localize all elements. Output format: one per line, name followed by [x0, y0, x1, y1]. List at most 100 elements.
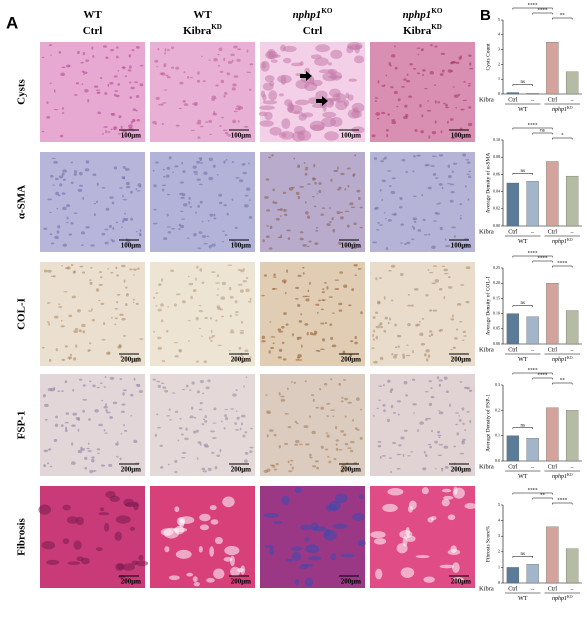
texture — [397, 345, 400, 348]
texture — [346, 467, 350, 471]
texture — [166, 226, 171, 228]
texture — [130, 415, 133, 417]
texture — [75, 344, 78, 348]
texture — [344, 415, 347, 418]
texture — [371, 347, 375, 349]
texture — [202, 80, 206, 82]
texture — [125, 181, 131, 186]
texture — [304, 168, 308, 171]
texture — [385, 247, 389, 251]
texture — [309, 456, 313, 459]
texture — [340, 400, 344, 403]
texture — [61, 358, 66, 361]
texture — [114, 90, 119, 92]
scale-label: 200μm — [121, 466, 141, 474]
texture — [220, 79, 225, 84]
texture — [95, 89, 101, 91]
texture — [116, 55, 119, 59]
texture — [464, 185, 467, 188]
x-tick-label: – — [530, 97, 535, 103]
texture — [181, 161, 184, 165]
texture — [294, 439, 300, 444]
texture — [315, 226, 318, 229]
y-axis-title: Average Density of COL-I — [484, 276, 491, 335]
texture — [248, 162, 250, 165]
texture — [390, 86, 394, 89]
texture — [422, 467, 427, 471]
texture — [173, 341, 179, 344]
texture — [338, 241, 342, 245]
texture — [77, 449, 83, 454]
texture — [55, 415, 58, 419]
texture — [198, 183, 203, 186]
texture — [233, 110, 238, 113]
texture — [426, 417, 432, 420]
texture — [339, 271, 344, 274]
texture — [269, 546, 274, 556]
group-label: nphp1KO — [552, 106, 573, 113]
significance-label: **** — [538, 374, 549, 379]
texture — [468, 83, 472, 85]
texture — [117, 82, 120, 86]
texture — [338, 302, 343, 306]
micrograph — [370, 262, 475, 366]
texture — [305, 443, 310, 446]
texture — [84, 456, 88, 460]
texture — [211, 334, 216, 337]
texture — [463, 335, 467, 337]
significance-bracket — [532, 497, 553, 500]
texture — [137, 183, 142, 187]
texture — [72, 388, 75, 392]
texture — [307, 215, 311, 219]
text-part: KD — [431, 23, 442, 31]
column-header: Ctrl — [83, 25, 103, 37]
texture — [466, 173, 470, 175]
texture — [189, 205, 193, 208]
texture — [181, 451, 187, 454]
significance-bracket — [512, 492, 553, 495]
texture — [212, 422, 217, 424]
texture — [245, 276, 249, 280]
texture — [138, 554, 144, 561]
texture — [379, 160, 385, 163]
texture — [321, 207, 326, 209]
texture — [455, 106, 458, 109]
texture — [233, 358, 236, 361]
texture — [340, 469, 345, 473]
texture — [192, 165, 197, 169]
texture — [90, 267, 93, 269]
texture — [60, 424, 64, 428]
texture — [65, 266, 70, 270]
texture — [377, 444, 382, 448]
texture — [388, 62, 391, 66]
texture — [62, 206, 67, 211]
texture — [239, 427, 242, 431]
texture — [75, 82, 80, 85]
x-tick-label: Ctrl — [508, 586, 518, 592]
texture — [123, 334, 126, 337]
texture — [129, 526, 135, 531]
texture — [338, 186, 342, 189]
texture — [224, 131, 229, 135]
group-label: nphp1KO — [552, 356, 573, 363]
texture — [430, 165, 435, 167]
texture — [427, 100, 430, 102]
texture — [214, 466, 218, 470]
texture — [390, 388, 394, 392]
texture — [99, 507, 105, 512]
text-part: KO — [567, 356, 573, 360]
texture — [87, 450, 93, 452]
texture — [437, 101, 441, 104]
texture — [122, 194, 124, 198]
texture — [57, 194, 61, 197]
significance-bracket — [512, 255, 553, 258]
text-part: nphp1 — [403, 9, 432, 21]
texture — [183, 103, 189, 106]
texture — [78, 184, 84, 187]
texture — [190, 295, 193, 300]
micrograph — [370, 374, 475, 476]
texture — [278, 348, 283, 353]
texture — [334, 279, 340, 281]
texture — [101, 339, 106, 341]
texture — [124, 167, 130, 171]
